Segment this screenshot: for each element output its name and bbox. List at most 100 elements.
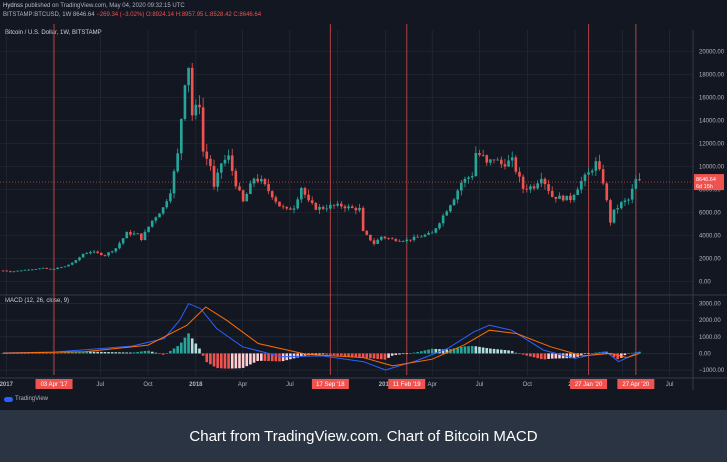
macd-histogram-bar <box>259 353 263 361</box>
macd-histogram-bar <box>379 353 383 360</box>
macd-tick-label: 2000.00 <box>699 318 721 324</box>
candle-body <box>34 269 38 270</box>
candle-body <box>89 252 92 254</box>
candle-body <box>63 266 67 268</box>
macd-histogram-bar <box>481 347 485 354</box>
macd-histogram-bar <box>583 353 587 355</box>
macd-histogram-bar <box>187 333 190 354</box>
macd-histogram-bar <box>23 353 27 354</box>
macd-histogram-bar <box>387 353 390 358</box>
macd-histogram-bar <box>532 353 536 358</box>
candle-body <box>121 238 125 244</box>
candle-body <box>336 203 339 206</box>
macd-histogram-bar <box>223 353 227 369</box>
candle-body <box>459 182 463 191</box>
symbol-name[interactable]: BITSTAMP:BTCUSD, 1W <box>3 12 72 18</box>
candle-body <box>223 159 227 164</box>
macd-histogram-bar <box>63 352 67 354</box>
candle-body <box>605 183 609 201</box>
price-badge <box>694 174 724 191</box>
candle-body <box>587 172 590 175</box>
candle-body <box>369 234 372 241</box>
candle-body <box>81 253 85 258</box>
macd-histogram-bar <box>518 353 521 355</box>
macd-histogram-bar <box>496 349 499 354</box>
candle-body <box>103 254 107 256</box>
time-axis-label: 2019 <box>379 382 393 388</box>
candle-body <box>27 269 30 271</box>
macd-histogram-bar <box>336 353 339 356</box>
candle-body <box>423 234 427 237</box>
candle-body <box>38 268 41 270</box>
macd-histogram-bar <box>205 353 209 363</box>
macd-histogram-bar <box>499 349 503 354</box>
publish-line: Hydnss published on TradingView.com, May… <box>3 2 185 10</box>
candle-body <box>74 260 78 263</box>
macd-tick-label: 0.00 <box>699 351 711 357</box>
macd-histogram-bar <box>278 353 281 362</box>
candle-body <box>361 207 365 231</box>
candle-body <box>216 172 219 187</box>
macd-histogram-bar <box>558 353 561 359</box>
macd-histogram-bar <box>89 351 92 354</box>
macd-histogram-bar <box>38 353 41 354</box>
price-badge-countdown: 6d 15h <box>696 184 713 190</box>
macd-histogram-bar <box>430 348 434 354</box>
candle-body <box>296 199 299 209</box>
macd-histogram-bar <box>165 353 169 354</box>
macd-histogram-bar <box>296 353 299 358</box>
candle-body <box>550 190 554 197</box>
candle-body <box>147 226 150 232</box>
date-marker-label: 03 Apr '17 <box>41 382 68 388</box>
macd-histogram-bar <box>321 353 325 355</box>
candle-body <box>547 184 550 191</box>
candle-body <box>161 207 165 214</box>
macd-histogram-bar <box>74 351 78 354</box>
macd-histogram-bar <box>332 353 336 356</box>
candle-body <box>314 202 318 210</box>
candle-body <box>332 204 336 206</box>
candle-body <box>438 223 441 229</box>
macd-histogram-bar <box>550 353 554 359</box>
price-tick-label: 18000.00 <box>699 73 725 79</box>
macd-histogram-bar <box>249 353 252 365</box>
tradingview-logo[interactable]: TradingView <box>4 396 48 402</box>
macd-histogram-bar <box>219 353 223 369</box>
macd-histogram-bar <box>580 353 583 355</box>
candle-body <box>303 188 307 195</box>
candle-body <box>234 170 238 187</box>
time-axis-label: Oct <box>143 382 153 388</box>
candle-body <box>343 206 347 209</box>
candle-body <box>463 178 467 183</box>
macd-histogram-bar <box>539 353 543 360</box>
candle-body <box>489 159 492 163</box>
published-text: published on TradingView.com, May 04, 20… <box>24 3 185 9</box>
time-axis-label: Oct <box>523 382 533 388</box>
price-tick-label: 20000.00 <box>699 50 725 56</box>
macd-histogram-bar <box>136 351 139 354</box>
macd-histogram-bar <box>292 353 296 359</box>
candle-body <box>209 158 212 166</box>
candle-body <box>536 183 539 189</box>
macd-histogram-bar <box>459 346 463 354</box>
macd-histogram-bar <box>536 353 539 359</box>
time-axis-label: Jul <box>476 382 484 388</box>
candle-body <box>365 230 369 235</box>
candle-body <box>580 181 583 190</box>
macd-histogram-bar <box>361 353 365 358</box>
macd-histogram-bar <box>616 353 619 360</box>
candle-body <box>307 194 310 201</box>
time-axis-label: Apr <box>238 382 247 388</box>
macd-histogram-bar <box>350 353 354 357</box>
macd-histogram-bar <box>423 350 427 354</box>
macd-histogram-bar <box>121 352 125 354</box>
macd-histogram-bar <box>92 351 96 354</box>
macd-histogram-bar <box>70 352 74 354</box>
price-tick-label: 6000.00 <box>699 211 721 217</box>
macd-histogram-bar <box>85 351 89 354</box>
date-marker-label: 27 Jan '20 <box>575 382 603 388</box>
candle-body <box>543 178 547 185</box>
macd-histogram-bar <box>245 353 249 367</box>
macd-histogram-bar <box>419 351 423 354</box>
macd-histogram-bar <box>96 351 99 354</box>
